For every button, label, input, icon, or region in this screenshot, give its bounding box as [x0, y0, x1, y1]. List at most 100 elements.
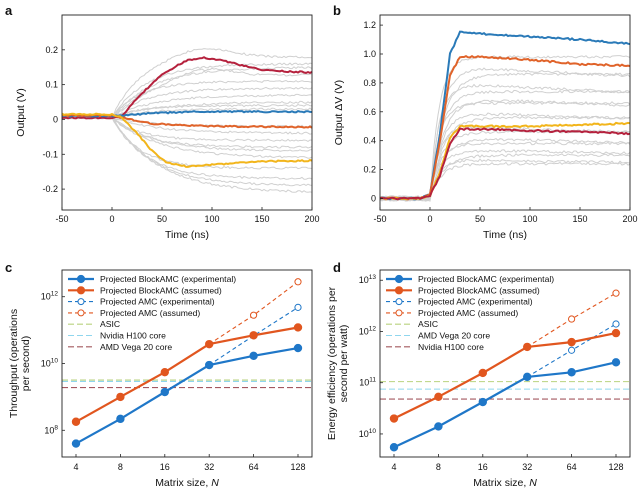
svg-text:Projected AMC (experimental): Projected AMC (experimental)	[418, 297, 533, 307]
y-tick-label: -0.2	[42, 184, 58, 194]
x-tick-label: 64	[249, 462, 259, 472]
data-point	[294, 303, 302, 311]
x-tick-label: 200	[622, 214, 637, 224]
data-point	[389, 443, 399, 452]
x-tick-label: 50	[157, 214, 167, 224]
y-tick-label: 1.2	[363, 20, 376, 30]
data-point	[434, 422, 443, 431]
data-point	[71, 439, 81, 448]
x-tick-label: 4	[391, 462, 396, 472]
data-point	[568, 346, 576, 354]
series-line-4	[61, 112, 313, 168]
panel-c: c 4 8 16 32 64 128 108 1010 1012 Projected Bloc…	[5, 260, 313, 489]
x-tick-label: -50	[373, 214, 386, 224]
data-point	[249, 351, 258, 361]
series-line-1	[61, 56, 313, 120]
background-trace	[379, 67, 631, 202]
x-tick-label: 0	[109, 214, 114, 224]
y-tick-label: 1012	[41, 291, 59, 302]
y-tick-label: 1012	[359, 325, 377, 336]
data-point	[71, 417, 81, 426]
legend-item: Projected BlockAMC (assumed)	[386, 285, 540, 295]
legend-item: Nvidia H100 core	[68, 331, 166, 341]
panel-letter-a: a	[5, 3, 13, 18]
y-tick-label: 0.2	[363, 165, 376, 175]
legend-item: AMD Vega 20 core	[386, 331, 490, 341]
svg-text:ASIC: ASIC	[100, 319, 120, 329]
background-trace	[61, 116, 313, 152]
x-tick-label: 100	[204, 214, 219, 224]
data-point	[434, 392, 443, 402]
panel-letter-b: b	[333, 3, 341, 18]
y-axis-label-c: Throughput (operationsper second)	[8, 309, 32, 418]
x-tick-label: 200	[304, 214, 319, 224]
data-point	[478, 397, 487, 407]
y-tick-label: 0.4	[363, 136, 376, 146]
data-point	[294, 278, 302, 286]
panel-letter-c: c	[5, 260, 12, 275]
y-tick-label: 1010	[359, 428, 377, 439]
data-point	[523, 372, 532, 382]
data-point	[478, 368, 487, 378]
y-tick-label: 0.6	[363, 107, 376, 117]
series-line-3	[61, 113, 313, 129]
series-line-3	[208, 306, 299, 366]
y-tick-label: 1010	[41, 358, 59, 369]
svg-text:AMD Vega 20 core: AMD Vega 20 core	[100, 342, 172, 352]
svg-text:Nvidia H100 core: Nvidia H100 core	[100, 331, 166, 341]
legend-d: Projected BlockAMC (experimental)Project…	[386, 274, 554, 352]
x-tick-label: 128	[608, 462, 623, 472]
data-point	[611, 358, 621, 367]
x-tick-label: 64	[567, 462, 577, 472]
data-point	[389, 414, 399, 423]
background-trace	[61, 116, 313, 159]
data-point	[523, 342, 532, 352]
x-tick-label: -50	[55, 214, 68, 224]
svg-text:Projected BlockAMC (assumed): Projected BlockAMC (assumed)	[418, 285, 540, 295]
legend-item: Projected BlockAMC (experimental)	[386, 274, 554, 284]
data-point	[293, 323, 303, 332]
data-point	[612, 289, 620, 297]
x-tick-label: 4	[73, 462, 78, 472]
legend-item: Projected BlockAMC (assumed)	[68, 285, 222, 295]
x-tick-label: 8	[118, 462, 123, 472]
panel-b: b -50 0 50 100 150 200 0 0.2 0.4 0.6 0.8 1.0 1.2 Ti…	[333, 3, 638, 241]
legend-item: Projected BlockAMC (experimental)	[68, 274, 236, 284]
legend-item: Projected AMC (assumed)	[68, 308, 200, 318]
x-tick-label: 32	[204, 462, 214, 472]
background-trace	[379, 101, 631, 202]
data-point	[160, 367, 169, 377]
legend-item: AMD Vega 20 core	[68, 342, 172, 352]
series-line-2	[393, 332, 617, 420]
data-point	[611, 328, 621, 338]
x-tick-label: 150	[254, 214, 269, 224]
background-trace	[379, 138, 631, 202]
data-point	[116, 392, 125, 402]
svg-text:ASIC: ASIC	[418, 319, 438, 329]
data-point	[116, 414, 125, 424]
x-axis-label-b: Time (ns)	[483, 229, 527, 241]
series-line-1	[75, 347, 299, 445]
plot-frame-a	[61, 14, 313, 211]
svg-text:AMD Vega 20 core: AMD Vega 20 core	[418, 331, 490, 341]
plot-frame-d	[379, 269, 631, 458]
y-tick-label: 0.2	[45, 45, 58, 55]
svg-text:Nvidia H100 core: Nvidia H100 core	[418, 342, 484, 352]
data-point	[567, 337, 576, 347]
background-trace	[379, 161, 631, 202]
series-line-2	[379, 54, 631, 201]
y-tick-label: 1013	[359, 274, 377, 285]
y-axis-label-b: Output ΔV (V)	[333, 80, 345, 145]
data-point	[293, 343, 303, 353]
background-trace	[379, 83, 631, 202]
data-point	[250, 311, 258, 319]
y-axis-label-d: Energy efficiency (operations persecond …	[326, 286, 350, 440]
x-tick-label: 8	[436, 462, 441, 472]
y-tick-label: 0	[53, 114, 58, 124]
y-tick-label: 0.1	[45, 80, 58, 90]
series-line-4	[379, 127, 631, 201]
svg-text:Projected AMC (assumed): Projected AMC (assumed)	[100, 308, 200, 318]
data-point	[160, 387, 169, 397]
legend-c: Projected BlockAMC (experimental)Project…	[68, 274, 236, 352]
x-tick-label: 100	[522, 214, 537, 224]
